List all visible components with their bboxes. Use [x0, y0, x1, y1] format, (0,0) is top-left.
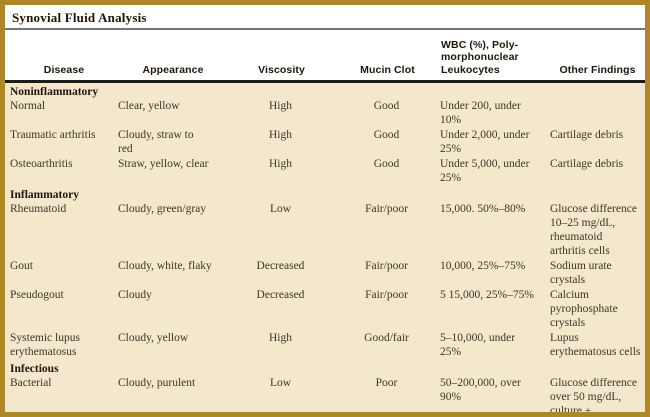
- column-header-viscosity: Viscosity: [228, 30, 335, 83]
- cell-mucin-clot: Good: [373, 158, 400, 170]
- section-label: Noninflammatory: [10, 86, 99, 98]
- column-header-disease: Disease: [5, 30, 118, 83]
- cell-other-findings: Cartilage debris: [550, 158, 624, 170]
- column-header-wbc-leukocytes: WBC (%), Poly- morphonuclear Leukocytes: [440, 30, 550, 83]
- cell-mucin-clot: Good: [373, 100, 400, 112]
- cell-wbc: 5 15,000, 25%–75%: [440, 289, 534, 301]
- synovial-fluid-table: Disease Appearance Viscosity Mucin Clot …: [5, 30, 645, 417]
- table-row-systemic-lupus-erythematosus: Systemic lupus erythematosus Cloudy, yel…: [5, 331, 645, 360]
- table-header-row: Disease Appearance Viscosity Mucin Clot …: [5, 30, 645, 83]
- cell-disease: Normal: [10, 100, 46, 112]
- cell-other-findings: Calcium pyrophosphate crystals: [550, 289, 618, 329]
- cell-wbc: Under 2,000, under 25%: [440, 129, 530, 155]
- table-row-pseudogout: Pseudogout Cloudy Decreased Fair/poor 5 …: [5, 288, 645, 331]
- cell-viscosity: Low: [269, 377, 292, 389]
- table-body: Noninflammatory Normal Clear, yellow Hig…: [5, 81, 645, 417]
- cell-appearance: Cloudy, white, flaky: [118, 260, 212, 272]
- cell-appearance: Cloudy, straw to red: [118, 129, 194, 155]
- cell-viscosity: High: [269, 332, 292, 344]
- table-row-bacterial: Bacterial Cloudy, purulent Low Poor 50–2…: [5, 376, 645, 417]
- cell-disease: Rheumatoid: [10, 203, 67, 215]
- cell-appearance: Clear, yellow: [118, 100, 180, 112]
- cell-other-findings: Lupus erythematosus cells: [550, 332, 641, 358]
- column-header-appearance: Appearance: [118, 30, 228, 83]
- cell-appearance: Cloudy: [118, 289, 152, 301]
- title-divider: [5, 28, 645, 30]
- cell-disease: Systemic lupus erythematosus: [10, 332, 80, 358]
- section-row-noninflammatory: Noninflammatory: [5, 82, 645, 100]
- cell-appearance: Cloudy, yellow: [118, 332, 189, 344]
- cell-wbc: 10,000, 25%–75%: [440, 260, 526, 272]
- cell-appearance: Straw, yellow, clear: [118, 158, 209, 170]
- cell-viscosity: Decreased: [256, 260, 305, 272]
- table-row-normal: Normal Clear, yellow High Good Under 200…: [5, 99, 645, 128]
- cell-wbc: Under 5,000, under 25%: [440, 158, 530, 184]
- cell-mucin-clot: Fair/poor: [365, 289, 408, 301]
- section-row-infectious: Infectious: [5, 360, 645, 376]
- section-row-inflammatory: Inflammatory: [5, 186, 645, 202]
- cell-disease: Bacterial: [10, 377, 52, 389]
- cell-wbc: 50–200,000, over 90%: [440, 377, 521, 403]
- cell-disease: Gout: [10, 260, 33, 272]
- cell-disease: Pseudogout: [10, 289, 64, 301]
- cell-mucin-clot: Poor: [375, 377, 398, 389]
- table-row-rheumatoid: Rheumatoid Cloudy, green/gray Low Fair/p…: [5, 202, 645, 259]
- page-title: Synovial Fluid Analysis: [12, 10, 147, 25]
- cell-mucin-clot: Fair/poor: [365, 203, 408, 215]
- table-row-traumatic-arthritis: Traumatic arthritis Cloudy, straw to red…: [5, 128, 645, 157]
- cell-mucin-clot: Fair/poor: [365, 260, 408, 272]
- cell-viscosity: Low: [269, 203, 292, 215]
- table-row-osteoarthritis: Osteoarthritis Straw, yellow, clear High…: [5, 157, 645, 186]
- cell-disease: Osteoarthritis: [10, 158, 73, 170]
- section-label: Inflammatory: [10, 189, 79, 201]
- cell-viscosity: High: [269, 158, 292, 170]
- section-label: Infectious: [10, 363, 59, 375]
- title-bar: Synovial Fluid Analysis: [5, 5, 645, 28]
- cell-other-findings: Glucose difference 10–25 mg/dL, rheumato…: [550, 203, 637, 257]
- cell-other-findings: [550, 99, 645, 128]
- cell-viscosity: High: [269, 129, 292, 141]
- column-header-mucin-clot: Mucin Clot: [335, 30, 440, 83]
- cell-appearance: Cloudy, green/gray: [118, 203, 207, 215]
- cell-wbc: 5–10,000, under 25%: [440, 332, 516, 358]
- cell-disease: Traumatic arthritis: [10, 129, 96, 141]
- cell-other-findings: Glucose difference over 50 mg/dL, cultur…: [550, 377, 637, 417]
- cell-wbc: Under 200, under 10%: [440, 100, 521, 126]
- cell-mucin-clot: Good: [373, 129, 400, 141]
- cell-viscosity: High: [269, 100, 292, 112]
- cell-other-findings: Sodium urate crystals: [550, 260, 612, 286]
- cell-mucin-clot: Good/fair: [364, 332, 409, 344]
- table-row-gout: Gout Cloudy, white, flaky Decreased Fair…: [5, 259, 645, 288]
- cell-viscosity: Decreased: [256, 289, 305, 301]
- cell-other-findings: Cartilage debris: [550, 129, 624, 141]
- cell-appearance: Cloudy, purulent: [118, 377, 196, 389]
- cell-wbc: 15,000. 50%–80%: [440, 203, 526, 215]
- column-header-other-findings: Other Findings: [550, 30, 645, 83]
